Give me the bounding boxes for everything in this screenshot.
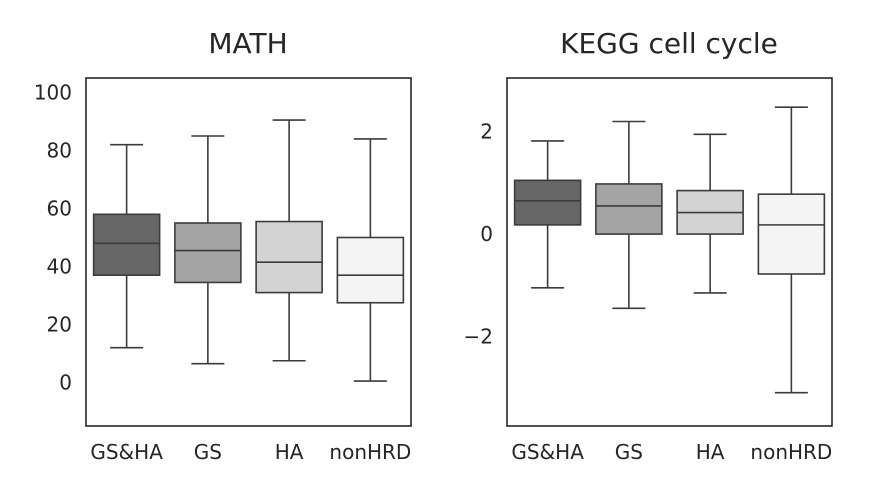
kegg-y-tick-label: 0 <box>480 222 493 246</box>
kegg-nonhrd-box <box>757 193 826 275</box>
math-gs-ha-x-tick-label: GS&HA <box>90 440 163 464</box>
kegg-ha-x-tick-label: HA <box>696 440 725 464</box>
math-gs-box-plot <box>174 135 242 365</box>
math-chart-title: MATH <box>208 27 287 60</box>
kegg-boxes-group <box>513 106 826 394</box>
math-y-tick-label: 60 <box>47 197 72 221</box>
kegg-gs-ha-box-plot <box>513 140 582 289</box>
kegg-y-tick-label: 2 <box>480 120 493 144</box>
kegg-x-tick-labels: GS&HA GS HA nonHRD <box>511 440 832 464</box>
kegg-y-tick-labels: 2 0 −2 <box>464 120 493 349</box>
math-ha-x-tick-label: HA <box>275 440 304 464</box>
kegg-plot-frame <box>506 77 833 427</box>
math-boxplot-panel: MATH 0 20 40 60 80 100 GS&HA GS HA nonHRD <box>34 27 412 464</box>
kegg-nonhrd-box-plot <box>757 106 826 394</box>
math-gs-box <box>174 222 242 284</box>
kegg-y-tick-label: −2 <box>464 324 493 348</box>
kegg-cell-cycle-boxplot-panel: KEGG cell cycle 2 0 −2 GS&HA GS HA nonHRD <box>464 27 833 464</box>
math-nonhrd-box-plot <box>336 138 405 382</box>
math-y-tick-label: 0 <box>59 371 72 395</box>
math-gs-ha-box <box>92 213 161 277</box>
math-nonhrd-box <box>336 236 405 304</box>
kegg-gs-ha-box <box>513 179 582 226</box>
kegg-chart-title: KEGG cell cycle <box>560 27 778 60</box>
math-y-tick-labels: 0 20 40 60 80 100 <box>34 81 72 395</box>
kegg-gs-box <box>595 183 663 235</box>
kegg-nonhrd-x-tick-label: nonHRD <box>750 440 832 464</box>
kegg-gs-box-plot <box>595 120 663 310</box>
math-y-tick-label: 80 <box>47 139 72 163</box>
math-ha-box-plot <box>255 119 323 362</box>
math-x-tick-labels: GS&HA GS HA nonHRD <box>90 440 411 464</box>
math-y-tick-label: 20 <box>47 313 72 337</box>
math-nonhrd-x-tick-label: nonHRD <box>329 440 411 464</box>
math-plot-frame <box>85 77 412 427</box>
math-y-tick-label: 40 <box>47 255 72 279</box>
kegg-gs-ha-x-tick-label: GS&HA <box>511 440 584 464</box>
math-ha-box <box>255 220 323 294</box>
kegg-ha-box-plot <box>676 133 744 294</box>
math-gs-x-tick-label: GS <box>194 440 222 464</box>
math-gs-ha-box-plot <box>92 143 161 349</box>
math-boxes-group <box>92 119 405 382</box>
math-y-tick-label: 100 <box>34 81 72 105</box>
kegg-gs-x-tick-label: GS <box>615 440 643 464</box>
